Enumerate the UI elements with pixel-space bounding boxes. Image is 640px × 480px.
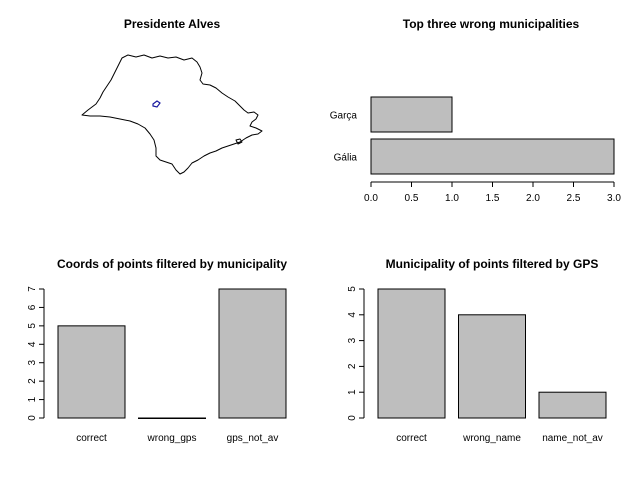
coords-filtered-title: Coords of points filtered by municipalit… (57, 257, 287, 271)
coords-filtered-y-tick-label: 5 (27, 323, 38, 329)
top-wrong-x-tick-label: 2.5 (567, 193, 581, 204)
municipality-outline (152, 100, 161, 108)
coords-filtered-panel: Coords of points filtered by municipalit… (27, 257, 287, 444)
coords-filtered-y-tick-label: 4 (27, 341, 38, 347)
municipality-filtered-bar (377, 288, 446, 419)
top-wrong-category-label: Garça (330, 111, 358, 122)
coords-filtered-category-label: wrong_gps (147, 433, 197, 444)
top-wrong-bar (370, 138, 615, 175)
municipality-filtered-y-tick-label: 2 (347, 363, 358, 369)
top-wrong-x-tick-label: 0.0 (364, 193, 378, 204)
map-panel: Presidente Alves (81, 17, 263, 175)
municipality-filtered-bar (458, 314, 526, 419)
coords-filtered-y-tick-label: 0 (27, 415, 38, 421)
municipality-filtered-y-tick-label: 0 (347, 415, 358, 421)
municipality-filtered-panel: Municipality of points filtered by GPS 0… (347, 257, 607, 444)
coords-filtered-category-label: correct (76, 433, 107, 444)
coords-filtered-y-tick-label: 7 (27, 286, 38, 292)
municipality-filtered-category-label: name_not_av (542, 433, 603, 444)
top-wrong-bar (370, 96, 453, 133)
coords-filtered-category-label: gps_not_av (227, 433, 279, 444)
municipality-filtered-y-tick-label: 3 (347, 337, 358, 343)
coords-filtered-y-tick-label: 2 (27, 378, 38, 384)
coords-filtered-bar (218, 288, 287, 419)
top-wrong-x-tick-label: 1.5 (486, 193, 500, 204)
top-wrong-x-tick-label: 2.0 (526, 193, 540, 204)
top-wrong-x-tick-label: 0.5 (405, 193, 419, 204)
municipality-filtered-category-label: correct (396, 433, 427, 444)
coords-filtered-y-tick-label: 3 (27, 359, 38, 365)
municipality-filtered-y-tick-label: 5 (347, 286, 358, 292)
coords-filtered-y-tick-label: 6 (27, 304, 38, 310)
top-wrong-panel: Top three wrong municipalities Gália Garç… (330, 17, 622, 204)
coords-filtered-bar (57, 325, 126, 419)
top-wrong-x-tick-label: 3.0 (607, 193, 621, 204)
top-wrong-category-label: Gália (334, 153, 358, 164)
municipality-filtered-category-label: wrong_name (462, 433, 521, 444)
coast-island (235, 138, 243, 145)
coords-filtered-y-tick-label: 1 (27, 396, 38, 402)
state-outline (81, 54, 263, 175)
municipality-filtered-bar (538, 391, 607, 419)
municipality-filtered-y-tick-label: 1 (347, 389, 358, 395)
municipality-filtered-title: Municipality of points filtered by GPS (386, 257, 599, 271)
map-title: Presidente Alves (124, 17, 221, 31)
municipality-filtered-y-tick-label: 4 (347, 312, 358, 318)
top-wrong-x-tick-label: 1.0 (445, 193, 459, 204)
coords-filtered-bar (138, 417, 206, 419)
top-wrong-title: Top three wrong municipalities (403, 17, 580, 31)
